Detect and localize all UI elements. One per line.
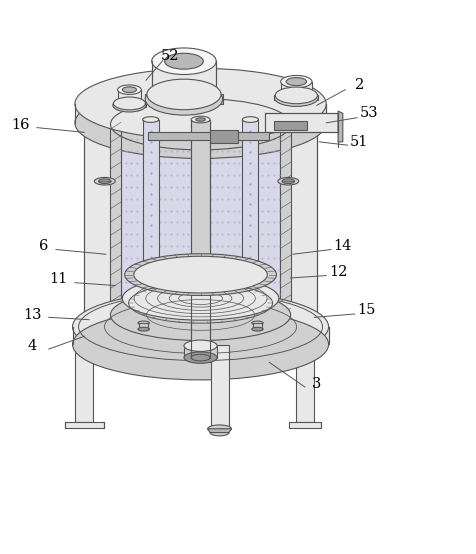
Ellipse shape bbox=[274, 89, 317, 106]
Ellipse shape bbox=[110, 289, 290, 341]
Ellipse shape bbox=[195, 327, 206, 331]
Ellipse shape bbox=[117, 85, 141, 94]
Ellipse shape bbox=[138, 327, 149, 331]
Ellipse shape bbox=[191, 355, 209, 361]
Ellipse shape bbox=[133, 257, 267, 293]
Ellipse shape bbox=[138, 321, 149, 325]
Polygon shape bbox=[280, 81, 311, 98]
Polygon shape bbox=[207, 429, 231, 433]
Polygon shape bbox=[274, 95, 317, 100]
Polygon shape bbox=[75, 345, 93, 422]
Polygon shape bbox=[191, 120, 209, 358]
Ellipse shape bbox=[184, 352, 217, 363]
Ellipse shape bbox=[147, 79, 220, 110]
Text: 15: 15 bbox=[357, 303, 375, 317]
Polygon shape bbox=[151, 61, 216, 99]
Ellipse shape bbox=[94, 177, 115, 185]
Polygon shape bbox=[264, 114, 337, 132]
Ellipse shape bbox=[72, 309, 328, 380]
Ellipse shape bbox=[251, 321, 263, 325]
Text: 2: 2 bbox=[354, 78, 363, 92]
Ellipse shape bbox=[280, 91, 311, 104]
Ellipse shape bbox=[242, 117, 258, 122]
Polygon shape bbox=[75, 104, 326, 123]
Polygon shape bbox=[145, 94, 222, 104]
Polygon shape bbox=[84, 123, 316, 327]
Text: 11: 11 bbox=[49, 273, 67, 286]
Ellipse shape bbox=[122, 276, 278, 320]
Ellipse shape bbox=[84, 295, 316, 359]
Ellipse shape bbox=[275, 87, 317, 104]
Polygon shape bbox=[196, 323, 204, 329]
Ellipse shape bbox=[195, 321, 206, 325]
Polygon shape bbox=[72, 327, 328, 345]
Ellipse shape bbox=[113, 97, 145, 110]
Ellipse shape bbox=[251, 327, 263, 331]
Polygon shape bbox=[210, 345, 228, 429]
Ellipse shape bbox=[84, 91, 316, 155]
Ellipse shape bbox=[124, 254, 276, 295]
Ellipse shape bbox=[281, 179, 294, 183]
Ellipse shape bbox=[286, 78, 306, 86]
Polygon shape bbox=[253, 323, 261, 329]
Text: 16: 16 bbox=[11, 118, 30, 132]
Polygon shape bbox=[110, 124, 120, 315]
Bar bbox=[274, 121, 307, 130]
Ellipse shape bbox=[99, 179, 111, 183]
Ellipse shape bbox=[207, 425, 231, 433]
Ellipse shape bbox=[151, 86, 216, 112]
Text: 51: 51 bbox=[349, 135, 368, 149]
Text: 3: 3 bbox=[311, 377, 321, 391]
Text: 13: 13 bbox=[23, 308, 41, 322]
Ellipse shape bbox=[278, 177, 298, 185]
Bar bbox=[65, 422, 104, 428]
Ellipse shape bbox=[209, 429, 228, 436]
Text: 6: 6 bbox=[40, 239, 49, 253]
Ellipse shape bbox=[191, 116, 209, 123]
Polygon shape bbox=[148, 132, 269, 140]
Ellipse shape bbox=[117, 101, 141, 110]
Text: 14: 14 bbox=[333, 239, 351, 253]
Ellipse shape bbox=[184, 340, 217, 351]
Ellipse shape bbox=[196, 118, 205, 121]
Text: 12: 12 bbox=[328, 265, 347, 279]
Ellipse shape bbox=[164, 53, 203, 69]
Ellipse shape bbox=[142, 305, 159, 311]
Ellipse shape bbox=[142, 117, 159, 122]
Polygon shape bbox=[120, 124, 279, 315]
Polygon shape bbox=[184, 346, 217, 358]
Polygon shape bbox=[142, 120, 159, 308]
Polygon shape bbox=[279, 124, 290, 315]
Polygon shape bbox=[117, 90, 141, 105]
Text: 53: 53 bbox=[359, 106, 377, 120]
Ellipse shape bbox=[145, 83, 222, 115]
Polygon shape bbox=[139, 323, 148, 329]
Ellipse shape bbox=[113, 99, 146, 112]
Text: 4: 4 bbox=[28, 338, 37, 353]
Polygon shape bbox=[209, 130, 238, 143]
Bar bbox=[288, 422, 320, 428]
Ellipse shape bbox=[72, 291, 328, 362]
Ellipse shape bbox=[280, 75, 311, 88]
Text: 52: 52 bbox=[160, 49, 178, 64]
Ellipse shape bbox=[242, 305, 258, 311]
Polygon shape bbox=[337, 111, 342, 142]
Ellipse shape bbox=[75, 88, 326, 158]
Ellipse shape bbox=[151, 48, 216, 74]
Polygon shape bbox=[113, 104, 146, 107]
Ellipse shape bbox=[75, 68, 326, 140]
Polygon shape bbox=[295, 345, 313, 422]
Ellipse shape bbox=[122, 87, 136, 93]
Polygon shape bbox=[242, 120, 258, 308]
